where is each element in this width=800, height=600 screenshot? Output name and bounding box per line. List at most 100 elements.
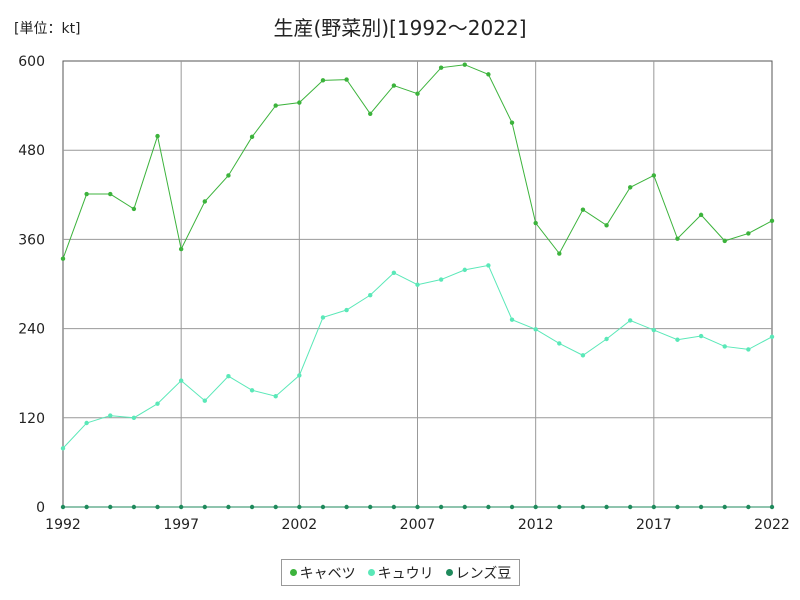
data-point	[722, 344, 727, 349]
data-point	[462, 62, 467, 67]
data-point	[202, 504, 207, 510]
legend-label: キュウリ	[377, 565, 434, 582]
data-point	[131, 504, 137, 510]
data-point	[604, 336, 609, 342]
legend-item-cucumber: キュウリ	[367, 563, 434, 583]
y-tick-label: 240	[18, 322, 45, 338]
series-2	[60, 504, 775, 510]
data-point	[108, 191, 113, 197]
data-point	[557, 341, 562, 346]
data-point	[108, 413, 113, 418]
legend-label: キャベツ	[299, 565, 356, 582]
data-point	[202, 199, 207, 204]
data-point	[320, 78, 326, 83]
data-point	[769, 218, 775, 224]
data-point	[628, 185, 633, 190]
data-point	[651, 504, 657, 510]
data-point	[60, 256, 66, 261]
series-layer	[60, 62, 775, 510]
data-point	[131, 415, 137, 420]
data-point	[675, 236, 680, 241]
data-point	[273, 504, 278, 510]
series-0	[60, 62, 775, 261]
data-point	[60, 446, 66, 451]
data-point	[698, 504, 704, 510]
data-point	[178, 504, 184, 510]
x-tick-label: 2022	[754, 517, 790, 533]
data-point	[202, 398, 207, 403]
data-point	[368, 504, 373, 510]
data-point	[769, 504, 775, 510]
data-point	[249, 134, 255, 140]
data-point	[226, 173, 231, 178]
legend-item-lentil: レンズ豆	[445, 563, 512, 583]
data-point	[722, 238, 727, 244]
data-point	[486, 504, 491, 510]
data-point	[344, 504, 349, 510]
data-point	[438, 504, 444, 510]
unit-label: [単位：kt]	[14, 21, 81, 37]
data-point	[722, 504, 727, 510]
legend-marker-icon	[289, 569, 297, 576]
legend-marker-icon	[445, 569, 453, 576]
data-point	[509, 504, 515, 510]
data-point	[557, 504, 562, 510]
data-point	[580, 353, 586, 358]
data-point	[580, 504, 586, 510]
chart-title: 生産(野菜別)[1992～2022]	[273, 16, 527, 40]
data-point	[391, 270, 397, 276]
legend-marker-icon	[367, 569, 375, 576]
data-point	[486, 263, 491, 268]
data-point	[249, 388, 255, 393]
data-point	[273, 394, 278, 399]
y-tick-label: 600	[18, 54, 45, 70]
data-point	[297, 373, 302, 378]
data-point	[155, 133, 160, 139]
data-point	[60, 504, 66, 510]
data-point	[698, 333, 704, 339]
x-tick-label: 2012	[518, 517, 554, 533]
data-point	[84, 420, 89, 426]
data-point	[580, 207, 586, 212]
data-point	[486, 72, 491, 77]
data-point	[320, 315, 326, 320]
data-point	[438, 277, 444, 282]
data-point	[391, 504, 397, 510]
data-point	[557, 251, 562, 256]
data-point	[675, 504, 680, 510]
data-point	[415, 282, 420, 287]
y-tick-label: 480	[18, 143, 45, 159]
data-point	[746, 231, 751, 236]
data-point	[320, 504, 326, 510]
data-point	[344, 77, 349, 82]
data-point	[415, 504, 420, 510]
data-point	[178, 246, 184, 252]
data-point	[651, 173, 657, 178]
data-point	[249, 504, 255, 510]
data-point	[533, 220, 538, 226]
data-point	[368, 111, 373, 116]
y-tick-label: 120	[18, 411, 45, 427]
y-tick-label: 360	[18, 232, 45, 248]
x-tick-label: 2017	[636, 517, 672, 533]
data-point	[628, 318, 633, 323]
data-point	[391, 83, 397, 88]
data-point	[131, 206, 137, 212]
data-point	[509, 317, 515, 322]
data-point	[273, 103, 278, 108]
x-axis-ticks: 1992 1997 2002 2007 2012 2017 2022	[45, 517, 790, 533]
data-point	[226, 373, 231, 379]
data-point	[438, 65, 444, 70]
data-point	[509, 120, 515, 125]
data-point	[462, 267, 467, 273]
legend-label: レンズ豆	[455, 565, 512, 582]
y-tick-label: 0	[36, 500, 45, 516]
series-1	[60, 263, 775, 451]
data-point	[533, 327, 538, 332]
data-point	[533, 504, 538, 510]
data-point	[178, 378, 184, 383]
data-point	[651, 327, 657, 333]
x-tick-label: 2007	[400, 517, 436, 533]
data-point	[628, 504, 633, 510]
